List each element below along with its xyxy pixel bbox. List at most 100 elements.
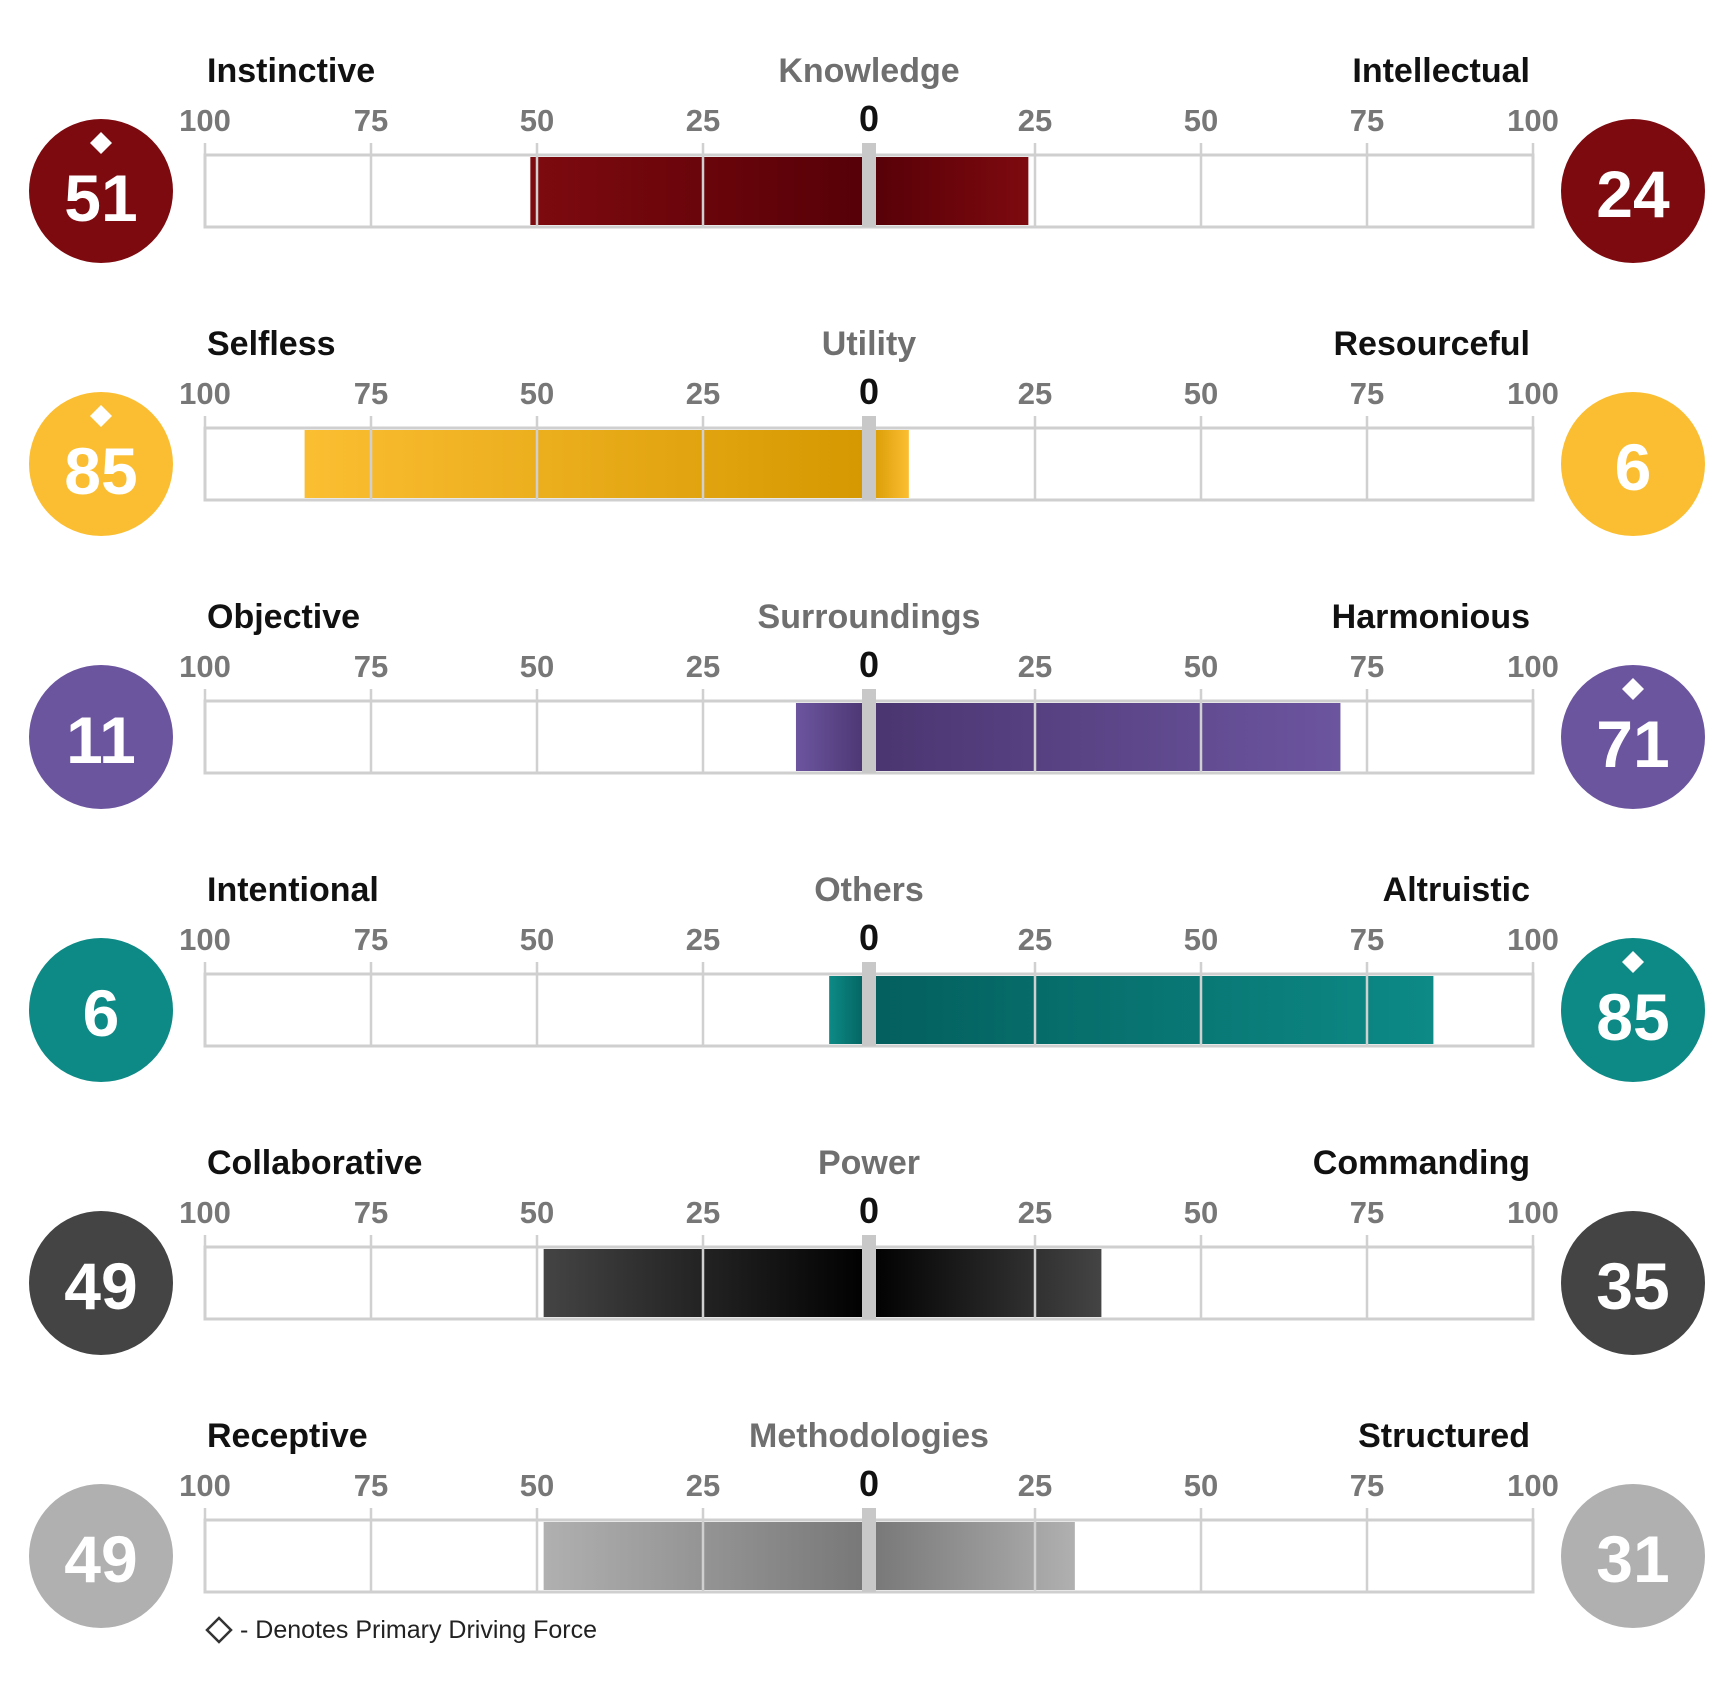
tick-label: 75 (354, 1195, 388, 1230)
right-score-circle (1561, 392, 1705, 536)
center-divider (862, 416, 876, 500)
right-score-value: 6 (1615, 430, 1652, 504)
tick-label: 0 (859, 371, 879, 412)
center-divider (862, 1235, 876, 1319)
left-label: Collaborative (207, 1144, 422, 1182)
right-label: Resourceful (1334, 325, 1531, 363)
right-score-value: 35 (1596, 1249, 1669, 1323)
tick-label: 100 (1507, 922, 1559, 957)
category-title: Utility (822, 325, 917, 363)
tick-label: 50 (520, 376, 554, 411)
tick-label: 75 (1350, 649, 1384, 684)
tick-label: 25 (686, 376, 720, 411)
tick-label: 100 (179, 649, 231, 684)
chart-row-surroundings: Objective Surroundings Harmonious 100 75 50 25… (29, 598, 1705, 809)
tick-label: 50 (1184, 1195, 1218, 1230)
tick-label: 25 (1018, 103, 1052, 138)
left-score-circle (29, 665, 173, 809)
tick-label: 50 (1184, 922, 1218, 957)
tick-label: 100 (1507, 103, 1559, 138)
tick-label: 75 (354, 922, 388, 957)
tick-label: 50 (520, 103, 554, 138)
tick-label: 25 (1018, 1468, 1052, 1503)
tick-label: 25 (686, 1468, 720, 1503)
category-title: Power (818, 1144, 920, 1182)
right-score-value: 71 (1596, 707, 1669, 781)
value-bar (530, 157, 1029, 225)
value-bar (543, 1249, 1102, 1317)
tick-label: 50 (520, 1195, 554, 1230)
right-score-value: 24 (1596, 157, 1670, 231)
tick-label: 100 (1507, 1468, 1559, 1503)
tick-label: 75 (354, 376, 388, 411)
legend: - Denotes Primary Driving Force (205, 1616, 597, 1644)
tick-label: 25 (686, 1195, 720, 1230)
left-label: Instinctive (207, 52, 375, 90)
left-score-circle (29, 119, 173, 263)
left-score-value: 49 (64, 1249, 137, 1323)
tick-label: 0 (859, 98, 879, 139)
right-score-circle (1561, 665, 1705, 809)
chart-row-methodologies: Receptive Methodologies Structured 100 75 50 2… (29, 1417, 1705, 1628)
tick-label: 100 (179, 103, 231, 138)
tick-label: 50 (1184, 376, 1218, 411)
legend-diamond-icon (205, 1616, 233, 1644)
right-score-circle (1561, 1484, 1705, 1628)
primary-diamond-icon (1622, 678, 1644, 700)
tick-label: 0 (859, 644, 879, 685)
chart-row-others: Intentional Others Altruistic 100 75 50 25 0 25 5… (29, 871, 1705, 1082)
value-bar (795, 703, 1341, 771)
tick-label: 75 (1350, 922, 1384, 957)
left-label: Selfless (207, 325, 336, 363)
center-divider (862, 962, 876, 1046)
left-score-circle (29, 1484, 173, 1628)
left-label: Objective (207, 598, 360, 636)
center-divider (862, 689, 876, 773)
left-score-circle (29, 938, 173, 1082)
tick-label: 100 (179, 1195, 231, 1230)
tick-label: 100 (179, 922, 231, 957)
left-score-circle (29, 1211, 173, 1355)
value-bar (829, 976, 1434, 1044)
left-score-value: 49 (64, 1522, 137, 1596)
tick-label: 100 (1507, 649, 1559, 684)
tick-label: 25 (1018, 922, 1052, 957)
tick-label: 100 (179, 376, 231, 411)
tick-label: 25 (686, 103, 720, 138)
left-score-value: 6 (83, 976, 120, 1050)
tick-label: 25 (1018, 376, 1052, 411)
tick-label: 50 (1184, 103, 1218, 138)
category-title: Others (814, 871, 924, 909)
category-title: Methodologies (749, 1417, 989, 1455)
center-divider (862, 1508, 876, 1592)
tick-label: 75 (1350, 1468, 1384, 1503)
tick-label: 25 (1018, 1195, 1052, 1230)
right-label: Structured (1358, 1417, 1530, 1455)
right-label: Commanding (1313, 1144, 1530, 1182)
tick-label: 0 (859, 1463, 879, 1504)
left-score-value: 51 (64, 161, 137, 235)
tick-label: 50 (1184, 1468, 1218, 1503)
left-score-value: 85 (64, 434, 137, 508)
tick-label: 75 (354, 649, 388, 684)
tick-label: 75 (354, 1468, 388, 1503)
chart-row-utility: Selfless Utility Resourceful 100 75 50 25 0 25 50… (29, 325, 1705, 536)
tick-label: 75 (1350, 1195, 1384, 1230)
value-bar (304, 430, 909, 498)
right-label: Harmonious (1332, 598, 1530, 636)
tick-label: 50 (1184, 649, 1218, 684)
primary-diamond-icon (90, 132, 112, 154)
tick-label: 75 (354, 103, 388, 138)
tick-label: 100 (179, 1468, 231, 1503)
right-label: Altruistic (1383, 871, 1530, 909)
left-label: Receptive (207, 1417, 368, 1455)
left-score-value: 11 (66, 703, 136, 777)
center-divider (862, 143, 876, 227)
tick-label: 50 (520, 922, 554, 957)
category-title: Knowledge (778, 52, 959, 90)
value-bar (543, 1522, 1075, 1590)
right-score-value: 85 (1596, 980, 1669, 1054)
tick-label: 75 (1350, 103, 1384, 138)
tick-label: 100 (1507, 1195, 1559, 1230)
